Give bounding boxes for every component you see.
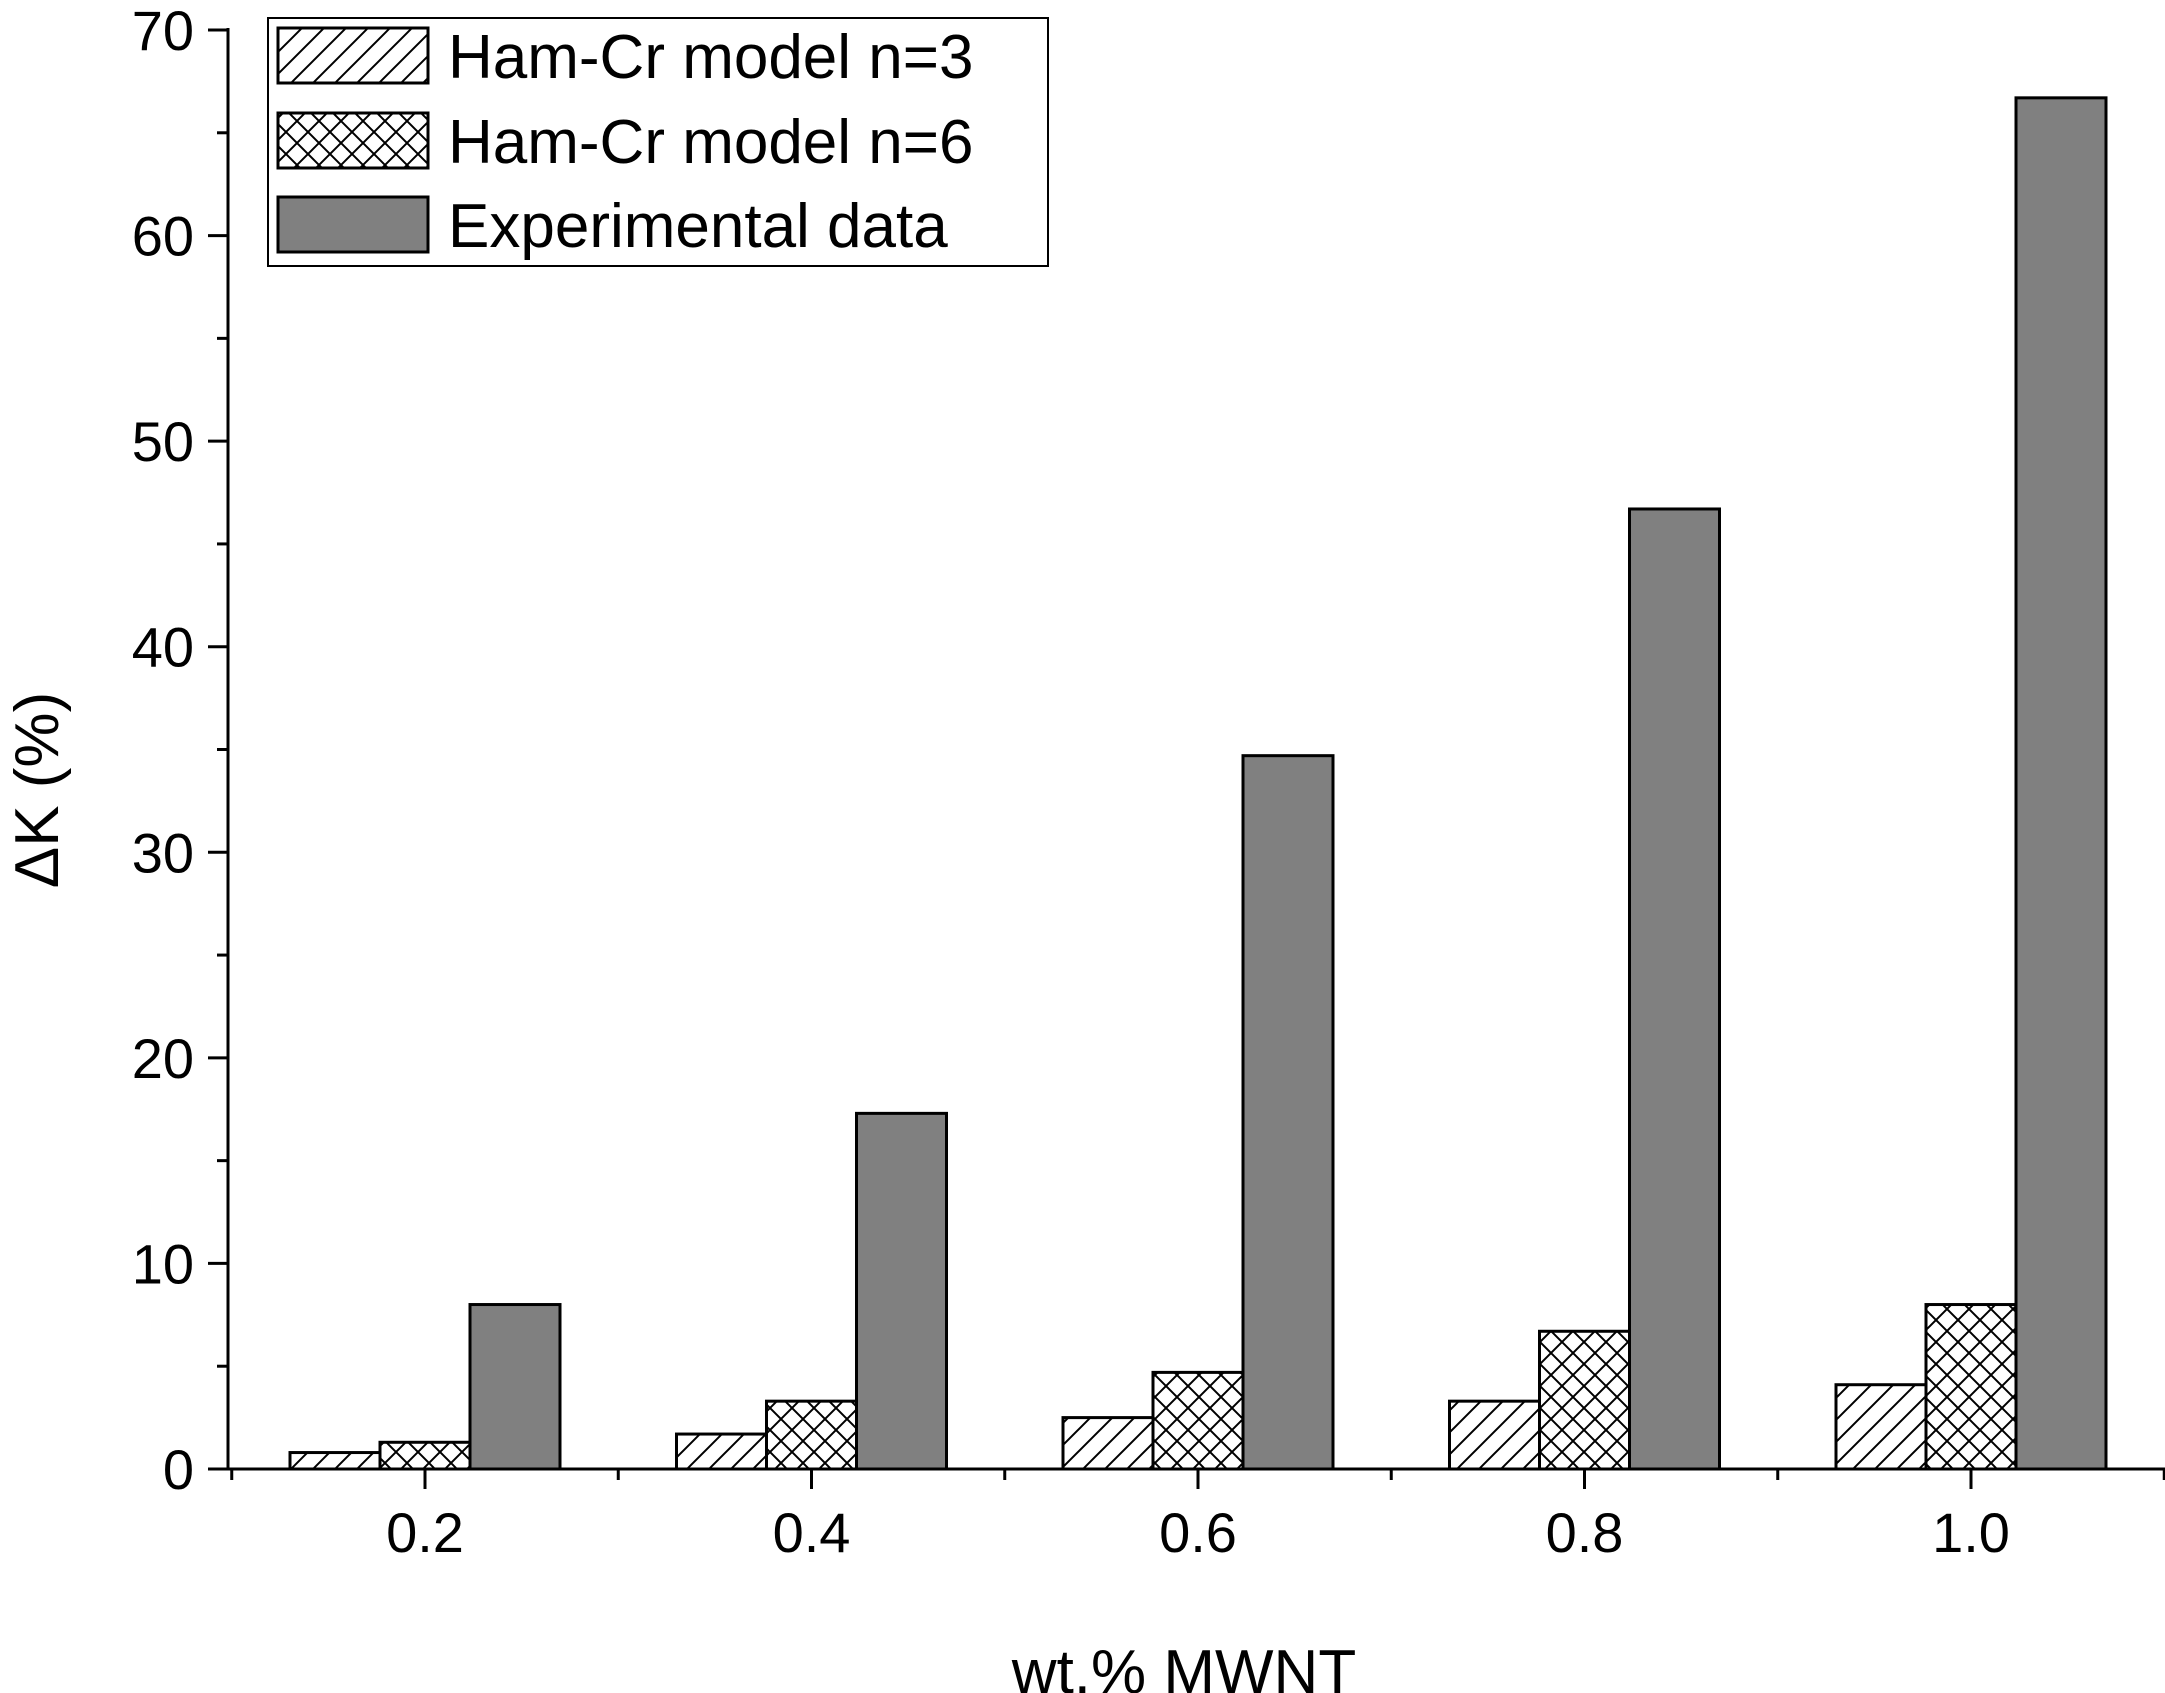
x-tick-label: 0.6 bbox=[1159, 1501, 1237, 1564]
legend-swatch-n3 bbox=[276, 26, 430, 85]
y-tick-label: 30 bbox=[132, 821, 194, 884]
bar-series-2-cat-0.4 bbox=[765, 1399, 858, 1471]
bar-series-1-cat-0.2 bbox=[288, 1451, 382, 1471]
bar-series-1-cat-0.4 bbox=[675, 1432, 768, 1471]
y-tick-label: 70 bbox=[132, 0, 194, 62]
bar-series-3-cat-0.6 bbox=[1241, 754, 1335, 1471]
bar-series-1-cat-1.0 bbox=[1834, 1383, 1928, 1471]
bar-series-2-cat-0.8 bbox=[1538, 1329, 1631, 1471]
y-tick-label: 40 bbox=[132, 616, 194, 679]
legend: Ham-Cr model n=3 Ham-Cr model n=6 Experi… bbox=[267, 17, 1049, 267]
x-tick-label: 0.4 bbox=[773, 1501, 851, 1564]
legend-swatch-experimental bbox=[276, 195, 430, 254]
bar-series-2-cat-0.2 bbox=[378, 1440, 472, 1471]
bar-series-3-cat-0.8 bbox=[1628, 507, 1721, 1471]
x-axis-title: wt.% MWNT bbox=[1011, 1638, 1356, 1693]
bar-series-3-cat-0.4 bbox=[855, 1111, 948, 1471]
x-tick-label: 0.2 bbox=[386, 1501, 464, 1564]
legend-swatch-n6 bbox=[276, 111, 430, 170]
x-tick-label: 1.0 bbox=[1932, 1501, 2010, 1564]
bar-series-2-cat-0.6 bbox=[1151, 1370, 1245, 1471]
bar-series-1-cat-0.8 bbox=[1448, 1399, 1541, 1471]
x-tick-label: 0.8 bbox=[1546, 1501, 1624, 1564]
bar-series-2-cat-1.0 bbox=[1924, 1303, 2018, 1471]
y-tick-label: 20 bbox=[132, 1027, 194, 1090]
bars-layer bbox=[288, 96, 2108, 1471]
bar-series-3-cat-0.2 bbox=[468, 1303, 562, 1471]
y-tick-label: 10 bbox=[132, 1232, 194, 1295]
ticks-layer: 0 10 20 30 40 50 60 70 0.2 0.4 0.6 0.8 1.0 bbox=[132, 0, 2165, 1564]
bar-series-1-cat-0.6 bbox=[1061, 1416, 1155, 1471]
legend-label-n6: Ham-Cr model n=6 bbox=[448, 108, 973, 177]
y-tick-label: 60 bbox=[132, 205, 194, 268]
bar-series-3-cat-1.0 bbox=[2014, 96, 2108, 1471]
legend-label-n3: Ham-Cr model n=3 bbox=[448, 23, 973, 92]
y-axis-title: ΔK (%) bbox=[3, 692, 72, 888]
y-tick-label: 50 bbox=[132, 410, 194, 473]
y-tick-label: 0 bbox=[163, 1438, 194, 1501]
legend-label-experimental: Experimental data bbox=[448, 192, 948, 261]
